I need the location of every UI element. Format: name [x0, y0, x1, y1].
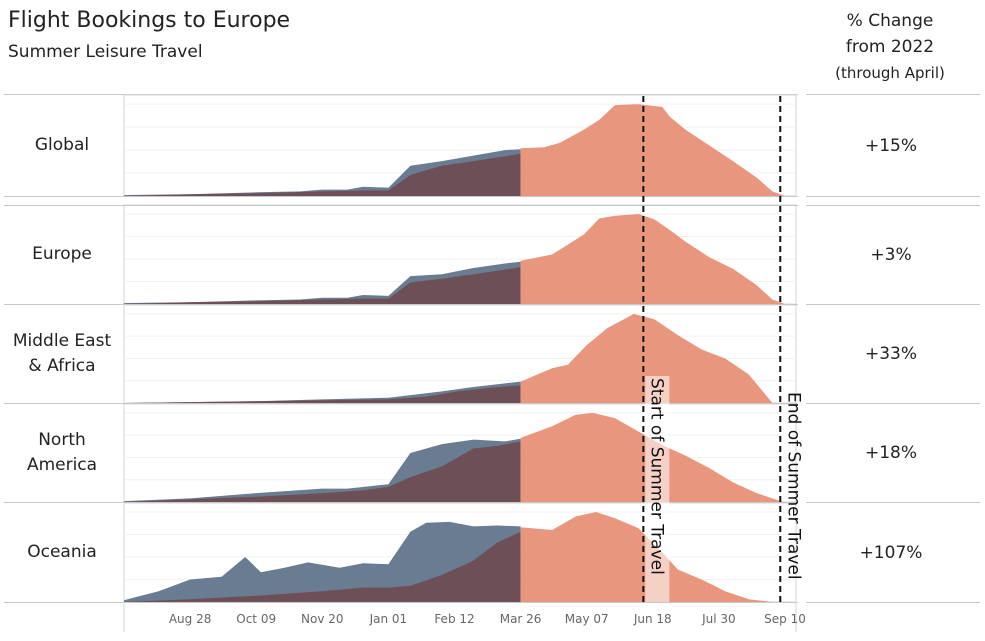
pct-change-global: +15% [864, 135, 918, 156]
area-current-ytd-middle-east-africa [124, 385, 521, 403]
row-label-europe: Europe [0, 205, 124, 304]
pct-change-europe: +3% [870, 244, 912, 265]
x-tick-label-oct-09: Oct 09 [236, 612, 276, 626]
x-tick-label-aug-28: Aug 28 [169, 612, 212, 626]
row-label-na-line-2: America [26, 455, 98, 475]
x-tick-label-jan-01: Jan 01 [369, 612, 408, 626]
pct-change-north-america: +18% [864, 443, 918, 463]
row-label-europe-text: Europe [32, 244, 92, 264]
pct-header-line-3: (through April) [835, 64, 945, 82]
pct-divider [806, 94, 980, 95]
x-tick-label-jun-18: Jun 18 [633, 612, 672, 626]
x-tick-label-may-07: May 07 [565, 612, 609, 626]
chart-subtitle: Summer Leisure Travel [8, 42, 203, 62]
chart-title: Flight Bookings to Europe [8, 8, 291, 33]
row-label-mea-line-1: Middle East [12, 331, 112, 351]
row-label-global-text: Global [34, 135, 90, 155]
area-forward-middle-east-africa [520, 313, 773, 403]
row-label-middle-east-africa: Middle East & Africa [0, 305, 124, 403]
x-tick-label-nov-20: Nov 20 [301, 612, 344, 626]
row-label-oceania-text: Oceania [27, 542, 97, 562]
area-prior-year-oceania [124, 521, 521, 602]
pct-change-column-header: % Change from 2022 (through April) [806, 8, 974, 86]
row-label-global: Global [0, 95, 124, 196]
row-label-north-america: North America [0, 404, 124, 502]
area-current-ytd-global [124, 153, 521, 196]
pct-header-line-1: % Change [846, 11, 934, 31]
pct-change-oceania: +107% [859, 542, 923, 563]
area-current-ytd-oceania [124, 531, 521, 602]
x-tick-label-feb-12: Feb 12 [434, 612, 474, 626]
pct-header-line-2: from 2022 [845, 37, 935, 57]
area-forward-europe [520, 214, 785, 304]
annotation-label-start-of-summer-travel: Start of Summer Travel [646, 378, 666, 575]
row-label-oceania: Oceania [0, 503, 124, 602]
annotation-label-bg-start-of-summer-travel [645, 376, 670, 602]
row-label-mea-line-2: & Africa [28, 356, 96, 376]
annotation-label-end-of-summer-travel: End of Summer Travel [783, 392, 803, 580]
x-tick-label-mar-26: Mar 26 [500, 612, 542, 626]
row-label-na-line-1: North [38, 430, 86, 450]
area-current-ytd-europe [124, 267, 521, 304]
pct-change-middle-east-africa: +33% [864, 344, 918, 364]
x-tick-label-jul-30: Jul 30 [701, 612, 736, 626]
area-current-ytd-north-america [124, 441, 521, 502]
area-forward-global [520, 104, 785, 196]
x-tick-label-sep-10: Sep 10 [764, 612, 806, 626]
